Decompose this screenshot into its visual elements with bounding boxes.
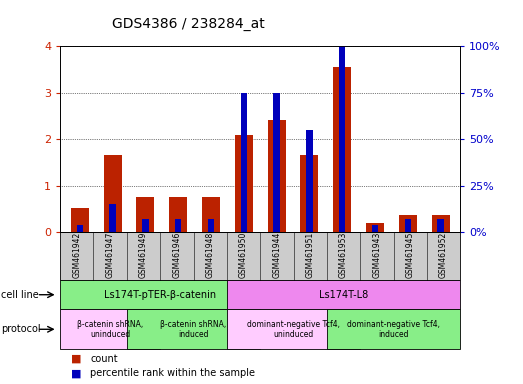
Bar <box>333 67 351 232</box>
Bar <box>71 208 89 232</box>
Text: ■: ■ <box>71 354 81 364</box>
Text: GSM461951: GSM461951 <box>306 231 315 278</box>
Text: Ls174T-pTER-β-catenin: Ls174T-pTER-β-catenin <box>104 290 216 300</box>
Bar <box>274 93 280 232</box>
Text: GSM461945: GSM461945 <box>406 231 415 278</box>
Bar <box>208 219 214 232</box>
Text: GSM461947: GSM461947 <box>106 231 115 278</box>
Text: GSM461946: GSM461946 <box>173 231 181 278</box>
Text: GSM461950: GSM461950 <box>239 231 248 278</box>
Text: dominant-negative Tcf4,
uninduced: dominant-negative Tcf4, uninduced <box>247 319 340 339</box>
Text: GSM461943: GSM461943 <box>372 231 381 278</box>
Text: GSM461952: GSM461952 <box>439 231 448 278</box>
Bar <box>175 219 181 232</box>
Bar <box>235 134 253 232</box>
Bar <box>405 219 411 232</box>
Bar <box>399 215 417 232</box>
Bar <box>109 204 116 232</box>
Bar <box>431 215 450 232</box>
Text: protocol: protocol <box>1 324 41 334</box>
Bar <box>241 93 247 232</box>
Bar <box>268 120 286 232</box>
Text: percentile rank within the sample: percentile rank within the sample <box>90 368 255 378</box>
Bar <box>300 156 319 232</box>
Text: GSM461953: GSM461953 <box>339 231 348 278</box>
Text: GDS4386 / 238284_at: GDS4386 / 238284_at <box>112 17 265 31</box>
Text: cell line: cell line <box>1 290 39 300</box>
Text: β-catenin shRNA,
uninduced: β-catenin shRNA, uninduced <box>77 319 143 339</box>
Text: ■: ■ <box>71 368 81 378</box>
Text: GSM461948: GSM461948 <box>206 231 214 278</box>
Text: GSM461944: GSM461944 <box>272 231 281 278</box>
Bar <box>169 197 187 232</box>
Bar <box>306 130 313 232</box>
Bar <box>372 225 378 232</box>
Bar <box>202 197 220 232</box>
Text: GSM461942: GSM461942 <box>72 231 81 278</box>
Text: β-catenin shRNA,
induced: β-catenin shRNA, induced <box>161 319 226 339</box>
Bar <box>77 225 83 232</box>
Bar <box>339 46 345 232</box>
Text: GSM461949: GSM461949 <box>139 231 148 278</box>
Bar <box>366 223 384 232</box>
Bar <box>104 156 122 232</box>
Text: count: count <box>90 354 118 364</box>
Bar <box>437 219 444 232</box>
Bar <box>137 197 154 232</box>
Bar <box>142 219 149 232</box>
Text: Ls174T-L8: Ls174T-L8 <box>319 290 368 300</box>
Text: dominant-negative Tcf4,
induced: dominant-negative Tcf4, induced <box>347 319 440 339</box>
